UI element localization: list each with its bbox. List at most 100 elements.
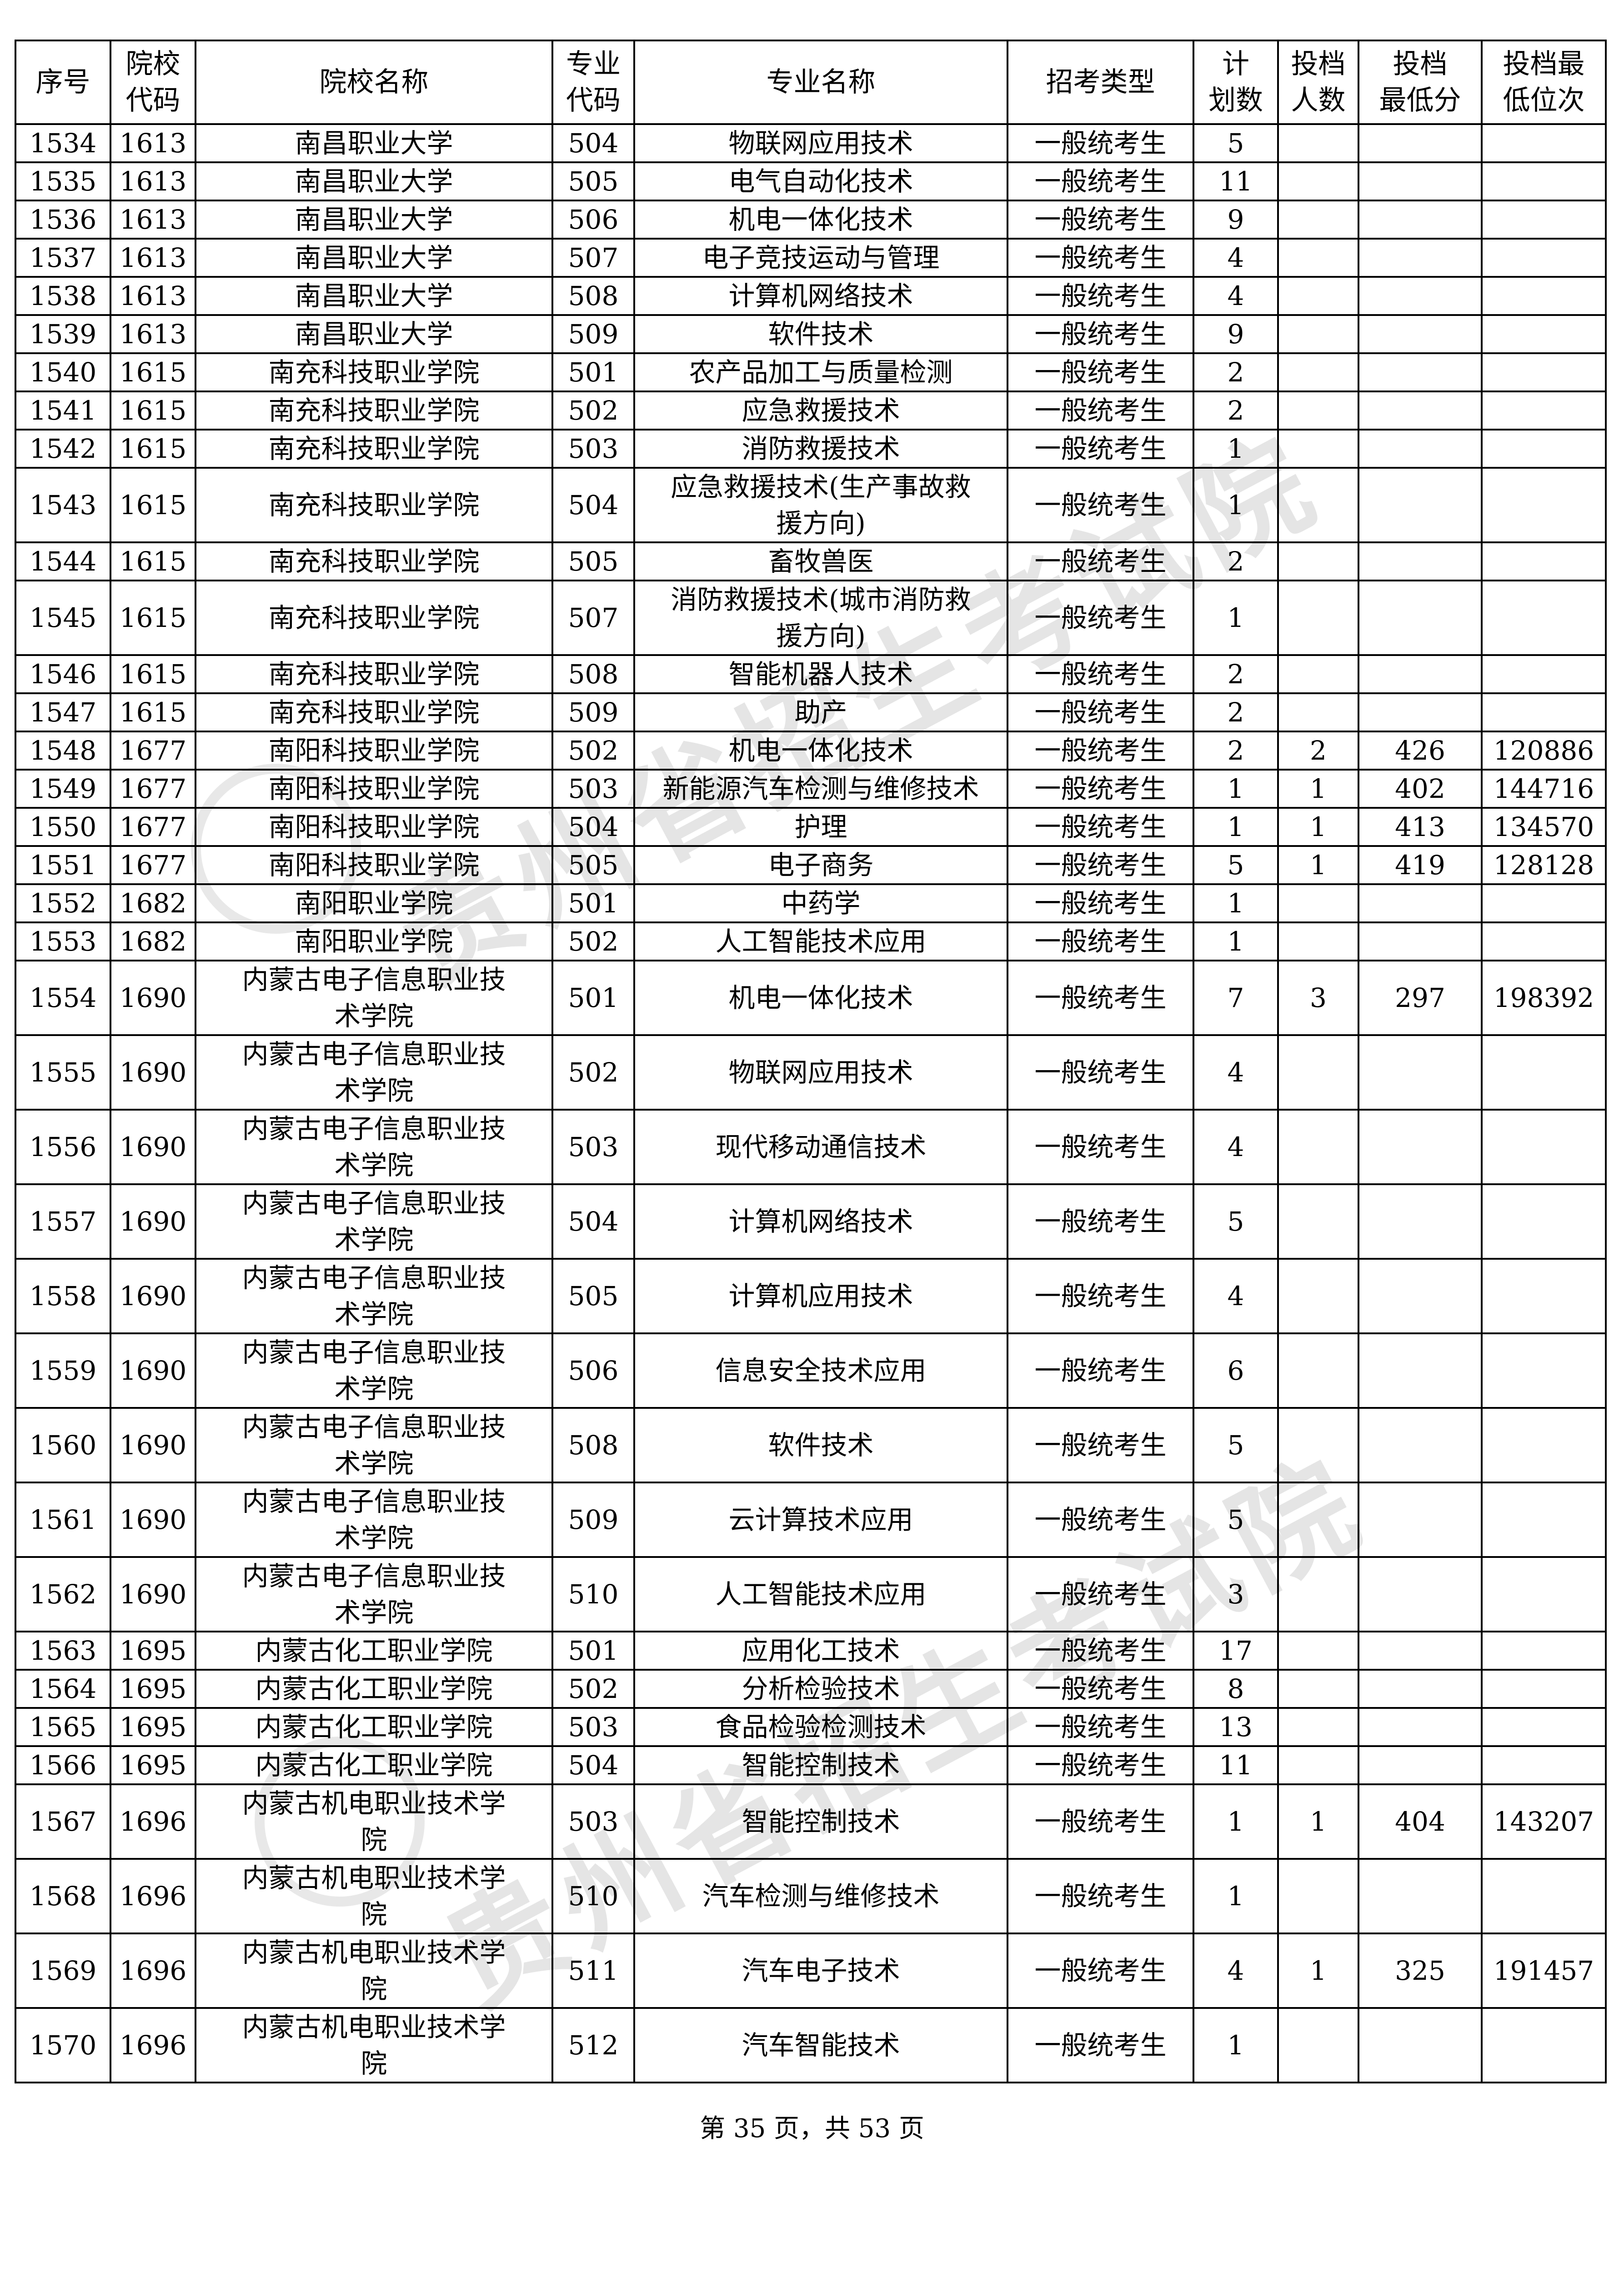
cell-admitted-count xyxy=(1277,391,1359,431)
header-seq: 序号 xyxy=(15,40,111,125)
cell-min-rank xyxy=(1481,1631,1607,1671)
cell-major-code: 507 xyxy=(551,580,635,656)
cell-school-code: 1682 xyxy=(110,883,196,923)
cell-plan-count: 4 xyxy=(1193,238,1279,278)
cell-major-name: 计算机网络技术 xyxy=(633,276,1008,316)
cell-school-name: 南阳职业学院 xyxy=(195,883,553,923)
cell-major-name: 软件技术 xyxy=(633,314,1008,354)
cell-min-rank xyxy=(1481,921,1607,961)
cell-plan-count: 1 xyxy=(1193,429,1279,469)
cell-min-score xyxy=(1358,1707,1483,1747)
cell-major-code: 502 xyxy=(551,731,635,771)
cell-admitted-count: 1 xyxy=(1277,1783,1359,1860)
cell-min-score xyxy=(1358,429,1483,469)
cell-school-code: 1690 xyxy=(110,1332,196,1409)
cell-major-name: 消防救援技术 xyxy=(633,429,1008,469)
cell-major-code: 502 xyxy=(551,921,635,961)
cell-school-name: 内蒙古电子信息职业技术学院 xyxy=(195,1109,553,1185)
cell-school-name: 内蒙古电子信息职业技术学院 xyxy=(195,1482,553,1558)
cell-admitted-count xyxy=(1277,541,1359,581)
cell-school-code: 1677 xyxy=(110,845,196,885)
cell-min-score xyxy=(1358,1109,1483,1185)
cell-min-rank xyxy=(1481,1332,1607,1409)
cell-major-name: 物联网应用技术 xyxy=(633,1034,1008,1111)
cell-major-name: 分析检验技术 xyxy=(633,1669,1008,1709)
cell-school-code: 1613 xyxy=(110,123,196,163)
cell-min-rank xyxy=(1481,276,1607,316)
cell-min-rank xyxy=(1481,161,1607,201)
cell-admitted-count xyxy=(1277,1556,1359,1632)
cell-min-rank xyxy=(1481,692,1607,732)
cell-min-rank: 191457 xyxy=(1481,1933,1607,2009)
cell-school-name: 南昌职业大学 xyxy=(195,123,553,163)
cell-major-name: 电气自动化技术 xyxy=(633,161,1008,201)
cell-school-name: 南昌职业大学 xyxy=(195,314,553,354)
cell-major-code: 505 xyxy=(551,1258,635,1334)
cell-major-name: 计算机应用技术 xyxy=(633,1258,1008,1334)
cell-major-name: 农产品加工与质量检测 xyxy=(633,352,1008,392)
cell-school-code: 1696 xyxy=(110,1933,196,2009)
header-label: 序号 xyxy=(35,66,90,98)
cell-school-code: 1615 xyxy=(110,352,196,392)
cell-seq: 1543 xyxy=(15,467,111,543)
cell-plan-count: 11 xyxy=(1193,1745,1279,1785)
cell-major-name: 云计算技术应用 xyxy=(633,1482,1008,1558)
cell-major-name: 消防救援技术(城市消防救援方向) xyxy=(633,580,1008,656)
cell-school-code: 1615 xyxy=(110,692,196,732)
cell-plan-count: 13 xyxy=(1193,1707,1279,1747)
cell-seq: 1546 xyxy=(15,654,111,694)
table-row: 1536 1613 南昌职业大学 506 机电一体化技术 一般统考生 9 xyxy=(15,200,1607,240)
cell-plan-count: 1 xyxy=(1193,1858,1279,1934)
cell-seq: 1569 xyxy=(15,1933,111,2009)
cell-school-code: 1677 xyxy=(110,807,196,847)
cell-admitted-count xyxy=(1277,200,1359,240)
cell-major-code: 502 xyxy=(551,1669,635,1709)
cell-min-score xyxy=(1358,2007,1483,2083)
cell-plan-count: 3 xyxy=(1193,1556,1279,1632)
cell-major-code: 504 xyxy=(551,1183,635,1260)
cell-exam-type: 一般统考生 xyxy=(1007,1631,1194,1671)
cell-min-score xyxy=(1358,1631,1483,1671)
header-exam-type: 招考类型 xyxy=(1007,40,1194,125)
cell-seq: 1538 xyxy=(15,276,111,316)
cell-plan-count: 11 xyxy=(1193,161,1279,201)
cell-min-score xyxy=(1358,352,1483,392)
cell-school-name: 南充科技职业学院 xyxy=(195,352,553,392)
cell-major-code: 511 xyxy=(551,1933,635,2009)
cell-plan-count: 5 xyxy=(1193,845,1279,885)
cell-min-score xyxy=(1358,314,1483,354)
cell-min-rank xyxy=(1481,429,1607,469)
cell-seq: 1554 xyxy=(15,960,111,1036)
table-row: 1563 1695 内蒙古化工职业学院 501 应用化工技术 一般统考生 17 xyxy=(15,1631,1607,1671)
cell-admitted-count xyxy=(1277,1332,1359,1409)
cell-school-name: 南充科技职业学院 xyxy=(195,467,553,543)
cell-seq: 1562 xyxy=(15,1556,111,1632)
cell-min-score: 404 xyxy=(1358,1783,1483,1860)
cell-major-name: 汽车智能技术 xyxy=(633,2007,1008,2083)
cell-min-rank xyxy=(1481,314,1607,354)
header-min-rank: 投档最 低位次 xyxy=(1481,40,1607,125)
cell-exam-type: 一般统考生 xyxy=(1007,314,1194,354)
cell-school-code: 1696 xyxy=(110,2007,196,2083)
cell-seq: 1565 xyxy=(15,1707,111,1747)
cell-admitted-count: 1 xyxy=(1277,769,1359,809)
cell-admitted-count xyxy=(1277,921,1359,961)
cell-seq: 1549 xyxy=(15,769,111,809)
cell-school-code: 1613 xyxy=(110,276,196,316)
table-row: 1566 1695 内蒙古化工职业学院 504 智能控制技术 一般统考生 11 xyxy=(15,1745,1607,1785)
cell-major-name: 食品检验检测技术 xyxy=(633,1707,1008,1747)
cell-min-rank xyxy=(1481,580,1607,656)
cell-school-name: 南昌职业大学 xyxy=(195,276,553,316)
cell-major-name: 人工智能技术应用 xyxy=(633,921,1008,961)
cell-major-name: 机电一体化技术 xyxy=(633,200,1008,240)
cell-major-code: 510 xyxy=(551,1858,635,1934)
cell-seq: 1567 xyxy=(15,1783,111,1860)
cell-school-name: 内蒙古化工职业学院 xyxy=(195,1707,553,1747)
table-row: 1537 1613 南昌职业大学 507 电子竞技运动与管理 一般统考生 4 xyxy=(15,238,1607,278)
cell-plan-count: 6 xyxy=(1193,1332,1279,1409)
cell-admitted-count: 2 xyxy=(1277,731,1359,771)
cell-exam-type: 一般统考生 xyxy=(1007,391,1194,431)
cell-major-name: 机电一体化技术 xyxy=(633,731,1008,771)
admission-table: 序号 院校 代码 院校名称 专业 代码 专业名称 招考类型计划数 投档 人数 投档 最低分 投档最 低位次… xyxy=(15,40,1607,2083)
cell-exam-type: 一般统考生 xyxy=(1007,1258,1194,1334)
